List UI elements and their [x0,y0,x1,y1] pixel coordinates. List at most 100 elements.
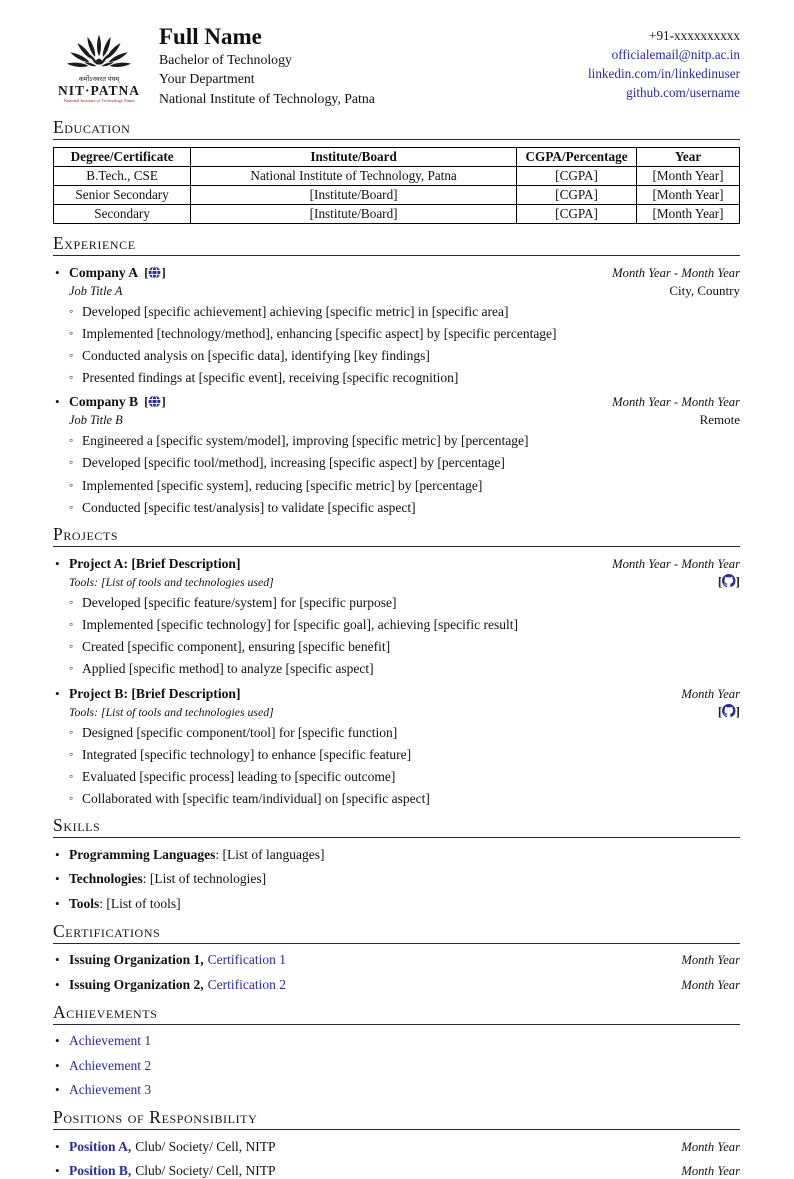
position-date: Month Year [681,1139,740,1154]
achievement-item: Achievement 1 [53,1033,740,1049]
project-github-link[interactable]: [] [718,704,740,720]
globe-icon [148,395,162,409]
section-projects: Projects Project A: [Brief Description] … [53,524,740,806]
col-degree: Degree/Certificate [52,146,192,167]
experience-bullet: Engineered a [specific system/model], im… [69,434,740,448]
logo-title: NIT·PATNA [57,83,140,98]
skill-value: : [List of technologies] [142,871,267,887]
bracket: ] [735,573,740,589]
position-link[interactable]: Position B, [69,1163,132,1179]
skill-item: Programming Languages: [List of language… [53,847,740,863]
experience-bullet: Developed [specific tool/method], increa… [69,456,740,470]
email-link[interactable]: officialemail@nitp.ac.in [611,47,740,62]
project-bullets: Developed [specific feature/system] for … [69,595,740,677]
company-website-link[interactable]: [] [144,265,166,281]
project-tools: Tools: [List of tools and technologies u… [69,704,274,719]
cell-degree: Secondary [52,203,192,224]
certification-link[interactable]: Certification 1 [207,952,287,968]
skill-label: Tools [69,895,100,911]
company-name: Company A [69,264,139,280]
bracket: ] [161,394,166,410]
position-link[interactable]: Position A, [69,1138,132,1154]
skills-title: Skills [53,815,740,839]
project-bullets: Designed [specific component/tool] for [… [69,725,740,807]
cell-cgpa: [CGPA] [516,203,638,224]
date-range: Month Year - Month Year [612,265,740,280]
education-table: Degree/Certificate Institute/Board CGPA/… [52,146,740,224]
section-positions: Positions of Responsibility Position A,C… [53,1107,740,1179]
bracket: [ [144,264,149,280]
bracket: [ [717,703,723,719]
skill-value: : [List of languages] [215,846,325,862]
project-tools: Tools: [List of tools and technologies u… [69,574,274,589]
col-cgpa: CGPA/Percentage [516,146,638,167]
cell-institute: [Institute/Board] [190,184,518,205]
nitp-logo: कर्मोऽनवरत पंथम् NIT·PATNA National Inst… [53,24,145,103]
achievement-link[interactable]: Achievement 2 [69,1057,152,1073]
job-location: Remote [699,412,740,428]
bracket: ] [161,264,166,280]
col-institute: Institute/Board [190,146,518,167]
achievement-item: Achievement 3 [53,1082,740,1098]
skill-label: Programming Languages [69,846,216,862]
full-name: Full Name [159,24,262,49]
certifications-title: Certifications [53,921,740,944]
education-title: Education [53,117,740,140]
cell-degree: B.Tech., CSE [52,165,192,186]
achievement-link[interactable]: Achievement 1 [69,1033,152,1049]
certification-date: Month Year [681,977,740,992]
identity-block: Full Name Bachelor of Technology Your De… [159,22,375,108]
project-bullet: Created [specific component], ensuring [… [69,640,740,654]
job-location: City, Country [669,282,740,298]
experience-entry-company-a: Company A [] Month Year - Month Year Job… [53,265,740,386]
positions-title: Positions of Responsibility [53,1107,740,1131]
experience-title: Experience [53,233,740,256]
issuing-org: Issuing Organization 1, [69,952,204,968]
logo-motto: कर्मोऽनवरत पंथम् [78,75,120,83]
achievement-item: Achievement 2 [53,1058,740,1074]
certification-item: Issuing Organization 2,Certification 2 M… [53,977,740,993]
bracket: [ [717,573,723,589]
skill-value: : [List of tools] [99,895,181,911]
issuing-org: Issuing Organization 2, [69,976,204,992]
project-entry-b: Project B: [Brief Description] Month Yea… [53,686,740,807]
experience-bullet: Conducted [specific test/analysis] to va… [69,500,740,515]
experience-bullet: Developed [specific achievement] achievi… [69,304,740,319]
project-name: Project B: [Brief Description] [69,685,241,701]
github-icon [722,704,736,718]
company-website-link[interactable]: [] [144,394,166,410]
skill-label: Technologies [69,871,143,887]
degree-line: Bachelor of Technology [159,52,292,68]
date-range: Month Year - Month Year [612,395,740,410]
experience-bullet: Presented findings at [specific event], … [69,370,740,385]
cell-year: [Month Year] [636,203,740,224]
github-icon [722,574,736,588]
github-profile-link[interactable]: github.com/username [626,85,740,100]
project-bullet: Integrated [specific technology] to enha… [69,747,740,762]
institute-line: National Institute of Technology, Patna [159,90,375,106]
position-date: Month Year [681,1164,740,1179]
experience-bullet: Implemented [technology/method], enhanci… [69,326,740,341]
project-github-link[interactable]: [] [718,574,740,590]
contact-block: +91-xxxxxxxxxx officialemail@nitp.ac.in … [588,22,740,102]
globe-icon [148,265,162,279]
skill-item: Technologies: [List of technologies] [53,871,740,887]
section-achievements: Achievements Achievement 1 Achievement 2… [53,1002,740,1098]
job-title: Job Title B [69,413,123,428]
achievement-link[interactable]: Achievement 3 [69,1082,152,1098]
linkedin-link[interactable]: linkedin.com/in/linkedinuser [588,66,740,81]
education-row: Senior Secondary [Institute/Board] [CGPA… [52,184,740,205]
experience-entry-company-b: Company B [] Month Year - Month Year Job… [53,394,740,515]
education-row: Secondary [Institute/Board] [CGPA] [Mont… [52,203,740,224]
project-bullet: Evaluated [specific process] leading to … [69,769,740,784]
date-range: Month Year [681,686,740,701]
phone-number: +91-xxxxxxxxxx [649,28,740,43]
project-name: Project A: [Brief Description] [69,555,241,571]
section-skills: Skills Programming Languages: [List of l… [53,815,740,912]
section-certifications: Certifications Issuing Organization 1,Ce… [53,921,740,993]
education-header-row: Degree/Certificate Institute/Board CGPA/… [52,146,740,167]
project-entry-a: Project A: [Brief Description] Month Yea… [53,556,740,677]
project-bullet: Designed [specific component/tool] for [… [69,725,740,740]
certification-link[interactable]: Certification 2 [207,976,287,992]
cell-year: [Month Year] [636,165,740,186]
